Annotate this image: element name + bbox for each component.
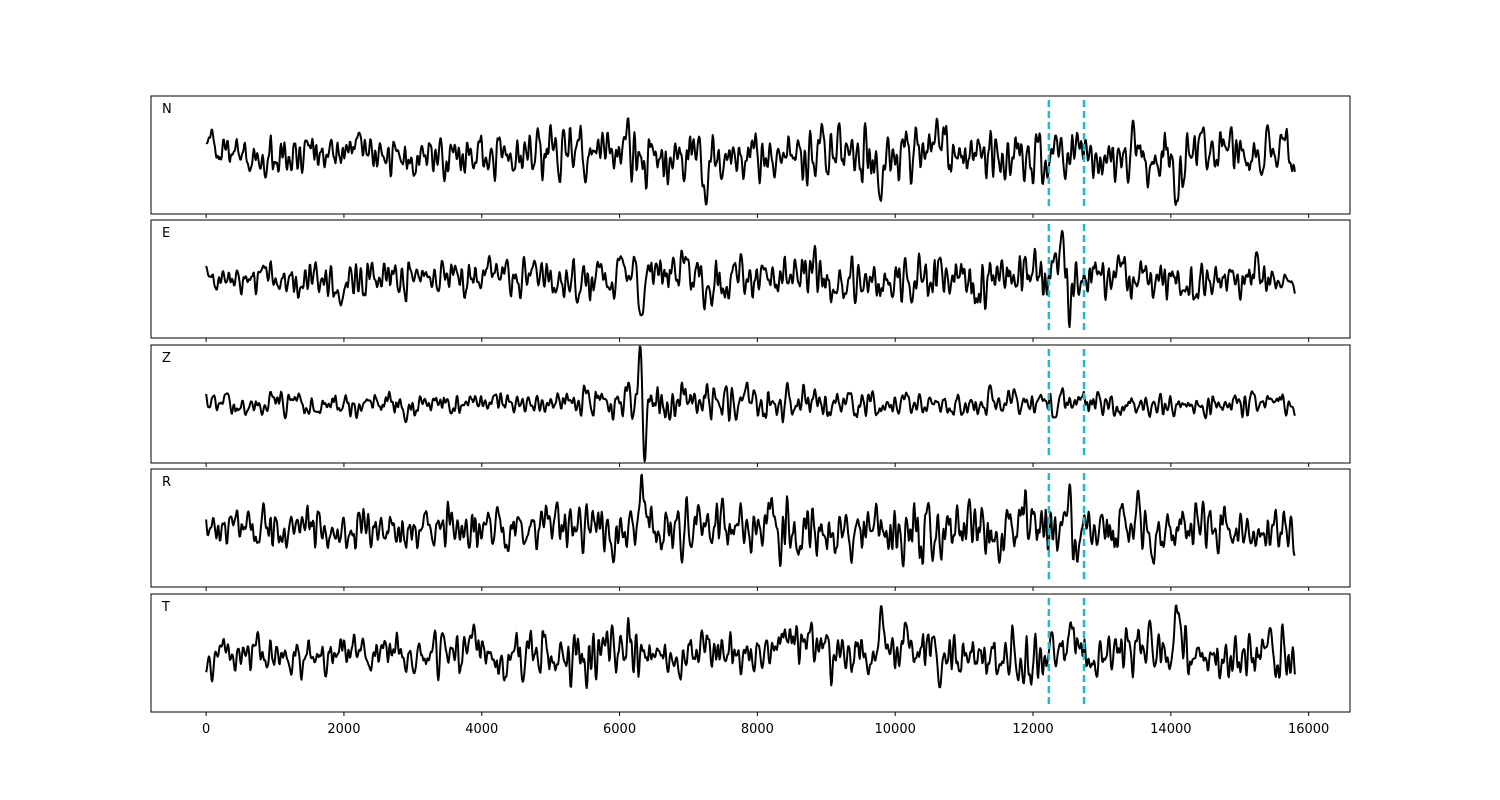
panel-frame bbox=[150, 95, 1351, 215]
panel-label: N bbox=[162, 102, 172, 117]
panel-label: E bbox=[162, 226, 170, 241]
trace-line-R bbox=[205, 473, 1296, 568]
trace-line-N bbox=[205, 117, 1296, 206]
x-tick-label: 2000 bbox=[327, 722, 360, 737]
trace-line-T bbox=[205, 604, 1296, 690]
x-tick-label: 6000 bbox=[603, 722, 636, 737]
panel-frame bbox=[150, 468, 1351, 588]
trace-line-Z bbox=[205, 345, 1296, 463]
x-tick-label: 0 bbox=[202, 722, 210, 737]
panel-T: T bbox=[150, 593, 1351, 716]
x-tick-label: 14000 bbox=[1150, 722, 1191, 737]
x-tick-label: 16000 bbox=[1288, 722, 1329, 737]
panel-label: R bbox=[162, 475, 171, 490]
panel-frame bbox=[150, 219, 1351, 339]
panel-label: T bbox=[161, 600, 170, 615]
x-tick-label: 10000 bbox=[875, 722, 916, 737]
panel-frame bbox=[150, 344, 1351, 464]
panel-N: N bbox=[150, 95, 1351, 218]
x-tick-label: 12000 bbox=[1012, 722, 1053, 737]
panel-Z: Z bbox=[150, 344, 1351, 467]
panel-R: R bbox=[150, 468, 1351, 591]
panel-E: E bbox=[150, 219, 1351, 342]
x-tick-label: 4000 bbox=[465, 722, 498, 737]
panel-label: Z bbox=[162, 351, 171, 366]
panel-frame bbox=[150, 593, 1351, 713]
x-tick-label: 8000 bbox=[741, 722, 774, 737]
trace-line-E bbox=[205, 229, 1296, 329]
